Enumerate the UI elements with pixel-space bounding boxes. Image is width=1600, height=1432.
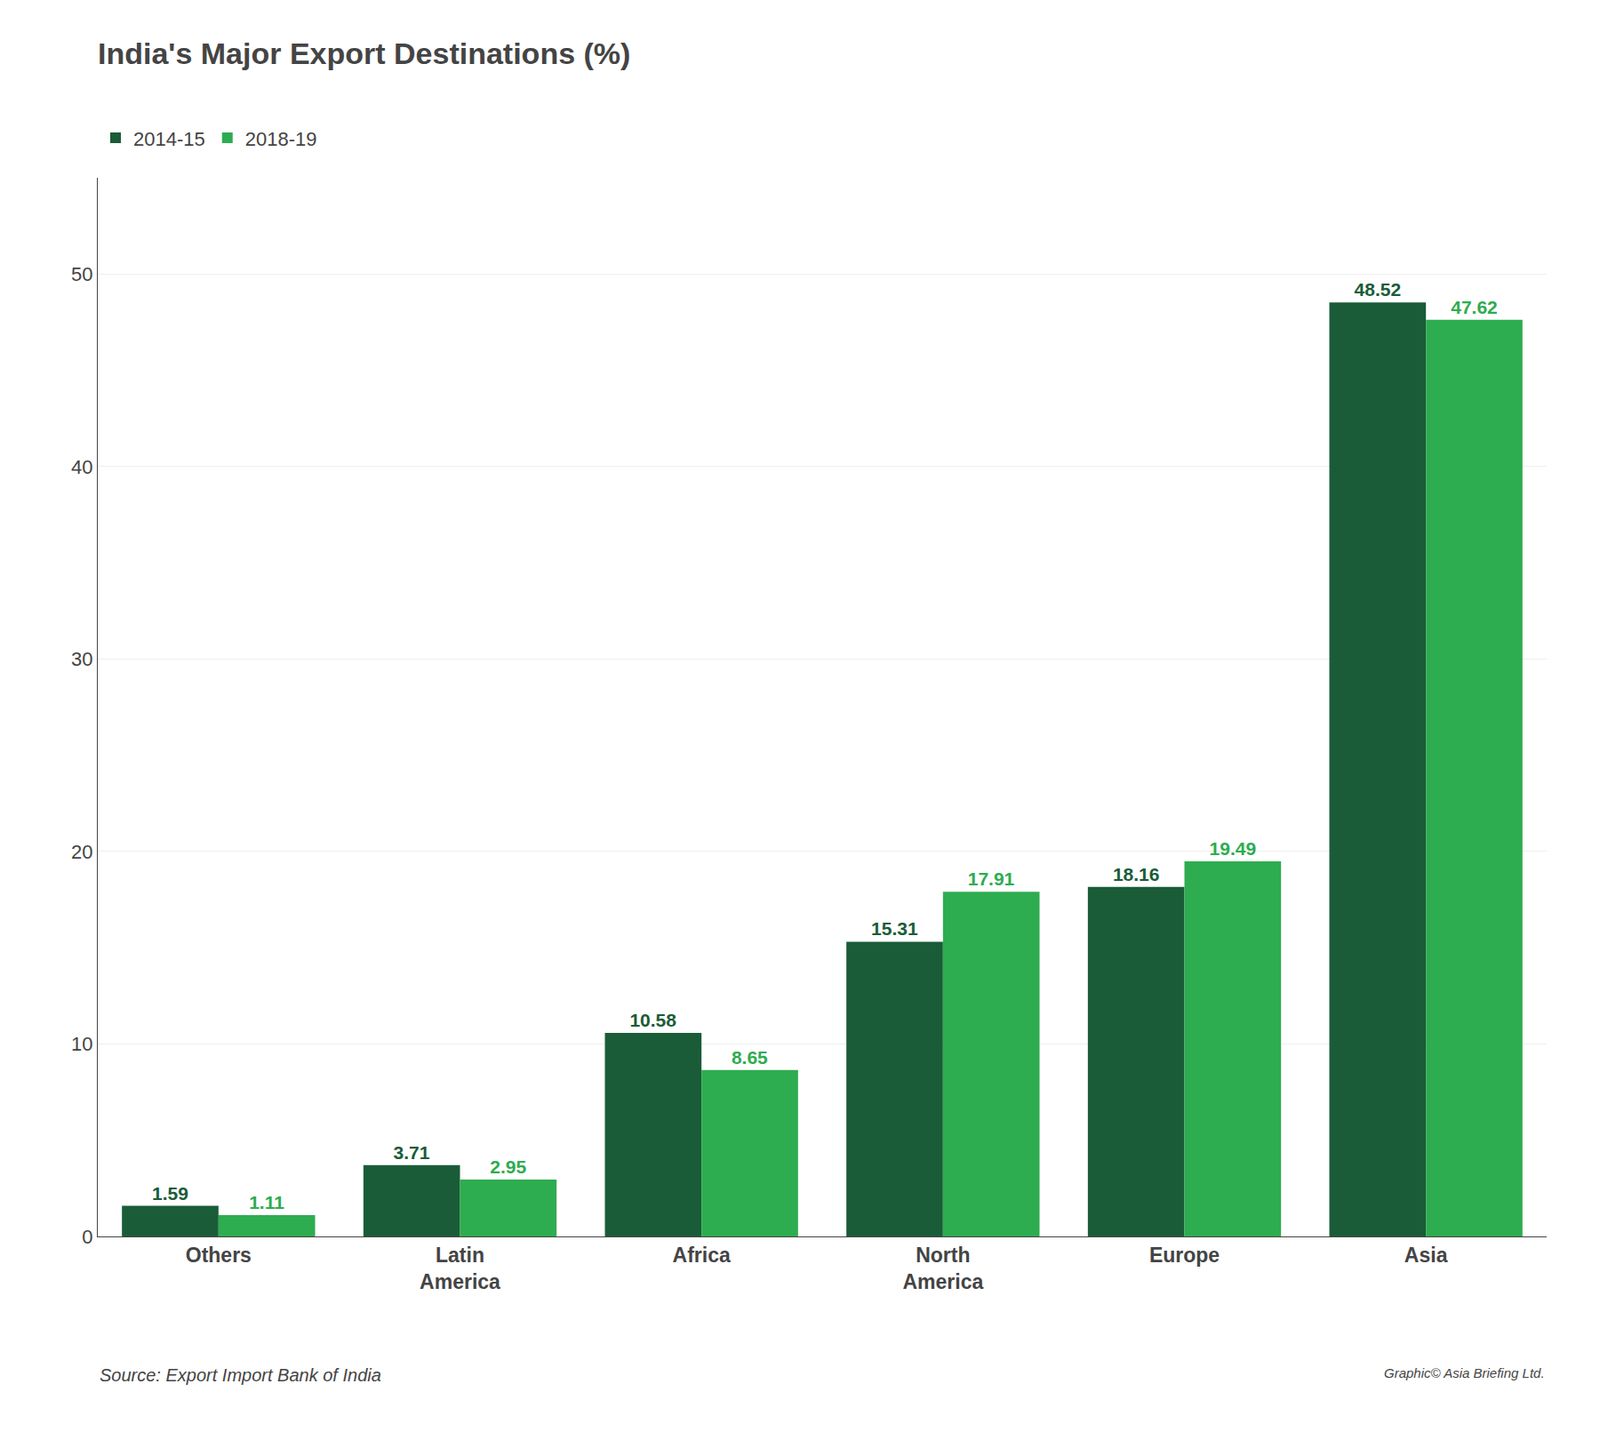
svg-text:8.65: 8.65	[731, 1047, 768, 1068]
svg-text:50: 50	[71, 263, 93, 286]
svg-text:30: 30	[71, 648, 93, 671]
svg-text:Graphic© Asia Briefing Ltd.: Graphic© Asia Briefing Ltd.	[1384, 1365, 1545, 1381]
svg-text:NorthAmerica: NorthAmerica	[902, 1243, 984, 1294]
svg-text:20: 20	[71, 840, 93, 864]
svg-text:2014-15: 2014-15	[133, 128, 206, 151]
svg-text:3.71: 3.71	[393, 1142, 431, 1163]
svg-text:Source: Export Import Bank of: Source: Export Import Bank of India	[99, 1365, 382, 1385]
svg-text:Asia: Asia	[1404, 1243, 1448, 1267]
svg-text:Others: Others	[185, 1243, 252, 1267]
svg-text:2.95: 2.95	[489, 1156, 527, 1177]
svg-text:2018-19: 2018-19	[245, 128, 318, 151]
svg-text:47.62: 47.62	[1450, 296, 1498, 318]
svg-text:10: 10	[71, 1032, 93, 1056]
svg-text:48.52: 48.52	[1354, 279, 1402, 300]
svg-text:18.16: 18.16	[1112, 864, 1160, 885]
svg-text:Africa: Africa	[672, 1243, 731, 1267]
svg-text:19.49: 19.49	[1209, 838, 1257, 859]
svg-text:15.31: 15.31	[871, 918, 919, 939]
svg-text:40: 40	[71, 456, 93, 479]
svg-text:1.11: 1.11	[248, 1192, 285, 1213]
svg-text:LatinAmerica: LatinAmerica	[419, 1243, 501, 1294]
svg-text:India's Major Export Destinati: India's Major Export Destinations (%)	[97, 36, 631, 71]
svg-text:10.58: 10.58	[629, 1009, 677, 1031]
svg-text:1.59: 1.59	[152, 1183, 189, 1204]
svg-text:0: 0	[81, 1225, 93, 1248]
svg-text:Europe: Europe	[1149, 1243, 1220, 1267]
svg-text:17.91: 17.91	[968, 868, 1016, 889]
